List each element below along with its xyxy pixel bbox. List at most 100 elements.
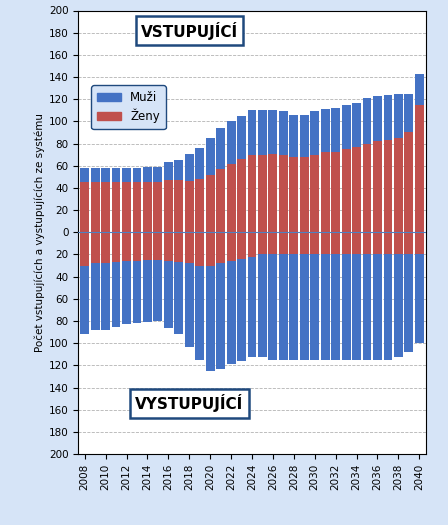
Bar <box>373 141 382 232</box>
Text: VYSTUPUJÍCÍ: VYSTUPUJÍCÍ <box>135 394 244 412</box>
Bar <box>289 157 298 232</box>
Bar <box>143 182 152 232</box>
Bar <box>112 168 121 182</box>
Bar <box>383 255 392 360</box>
Bar <box>174 180 183 232</box>
Bar <box>185 232 194 264</box>
Bar <box>216 169 225 232</box>
Bar <box>206 138 215 175</box>
Bar <box>268 154 277 232</box>
Bar <box>300 157 309 232</box>
Bar <box>415 74 424 105</box>
Bar <box>289 115 298 157</box>
Bar <box>133 168 142 182</box>
Bar <box>101 182 110 232</box>
Bar <box>258 155 267 232</box>
Bar <box>153 182 162 232</box>
Bar <box>362 98 371 143</box>
Bar <box>289 255 298 360</box>
Bar <box>80 266 89 334</box>
Bar <box>373 232 382 255</box>
Bar <box>227 261 236 364</box>
Bar <box>227 164 236 232</box>
Bar <box>279 255 288 360</box>
Bar <box>90 264 99 330</box>
Bar <box>122 232 131 261</box>
Bar <box>258 255 267 356</box>
Bar <box>362 232 371 255</box>
Bar <box>300 115 309 157</box>
Bar <box>342 255 351 360</box>
Bar <box>352 102 361 147</box>
Bar <box>101 264 110 330</box>
Text: VSTUPUJÍCÍ: VSTUPUJÍCÍ <box>141 22 238 39</box>
Bar <box>321 152 330 232</box>
Bar <box>310 255 319 360</box>
Bar <box>195 179 204 232</box>
Bar <box>80 232 89 266</box>
Bar <box>195 266 204 360</box>
Bar <box>164 180 173 232</box>
Legend: Muži, Ženy: Muži, Ženy <box>91 85 166 129</box>
Bar <box>185 264 194 346</box>
Bar <box>112 232 121 262</box>
Bar <box>268 110 277 154</box>
Bar <box>362 255 371 360</box>
Bar <box>143 260 152 322</box>
Bar <box>216 128 225 169</box>
Bar <box>405 255 414 352</box>
Bar <box>331 152 340 232</box>
Bar <box>80 182 89 232</box>
Bar <box>122 168 131 182</box>
Bar <box>133 182 142 232</box>
Bar <box>279 111 288 155</box>
Bar <box>300 232 309 255</box>
Bar <box>133 232 142 261</box>
Bar <box>394 93 403 138</box>
Bar <box>415 232 424 255</box>
Bar <box>153 232 162 260</box>
Bar <box>237 116 246 159</box>
Bar <box>383 140 392 232</box>
Bar <box>394 138 403 232</box>
Bar <box>133 261 142 323</box>
Bar <box>352 255 361 360</box>
Y-axis label: Počet vstupujících a vystupujících ze systému: Počet vstupujících a vystupujících ze sy… <box>34 113 45 352</box>
Bar <box>248 110 256 155</box>
Bar <box>164 162 173 180</box>
Bar <box>383 95 392 140</box>
Bar <box>331 108 340 152</box>
Bar <box>373 96 382 141</box>
Bar <box>206 175 215 232</box>
Bar <box>112 182 121 232</box>
Bar <box>216 264 225 369</box>
Bar <box>237 259 246 361</box>
Bar <box>362 143 371 232</box>
Bar <box>227 121 236 164</box>
Bar <box>174 232 183 262</box>
Bar <box>383 232 392 255</box>
Bar <box>321 232 330 255</box>
Bar <box>258 232 267 255</box>
Bar <box>90 232 99 264</box>
Bar <box>195 148 204 179</box>
Bar <box>300 255 309 360</box>
Bar <box>206 266 215 371</box>
Bar <box>342 232 351 255</box>
Bar <box>394 255 403 356</box>
Bar <box>185 154 194 181</box>
Bar <box>248 257 256 356</box>
Bar <box>405 93 414 132</box>
Bar <box>310 232 319 255</box>
Bar <box>237 232 246 259</box>
Bar <box>101 232 110 264</box>
Bar <box>415 105 424 232</box>
Bar <box>216 232 225 264</box>
Bar <box>112 262 121 327</box>
Bar <box>394 232 403 255</box>
Bar <box>268 255 277 360</box>
Bar <box>352 232 361 255</box>
Bar <box>331 232 340 255</box>
Bar <box>321 109 330 152</box>
Bar <box>405 132 414 232</box>
